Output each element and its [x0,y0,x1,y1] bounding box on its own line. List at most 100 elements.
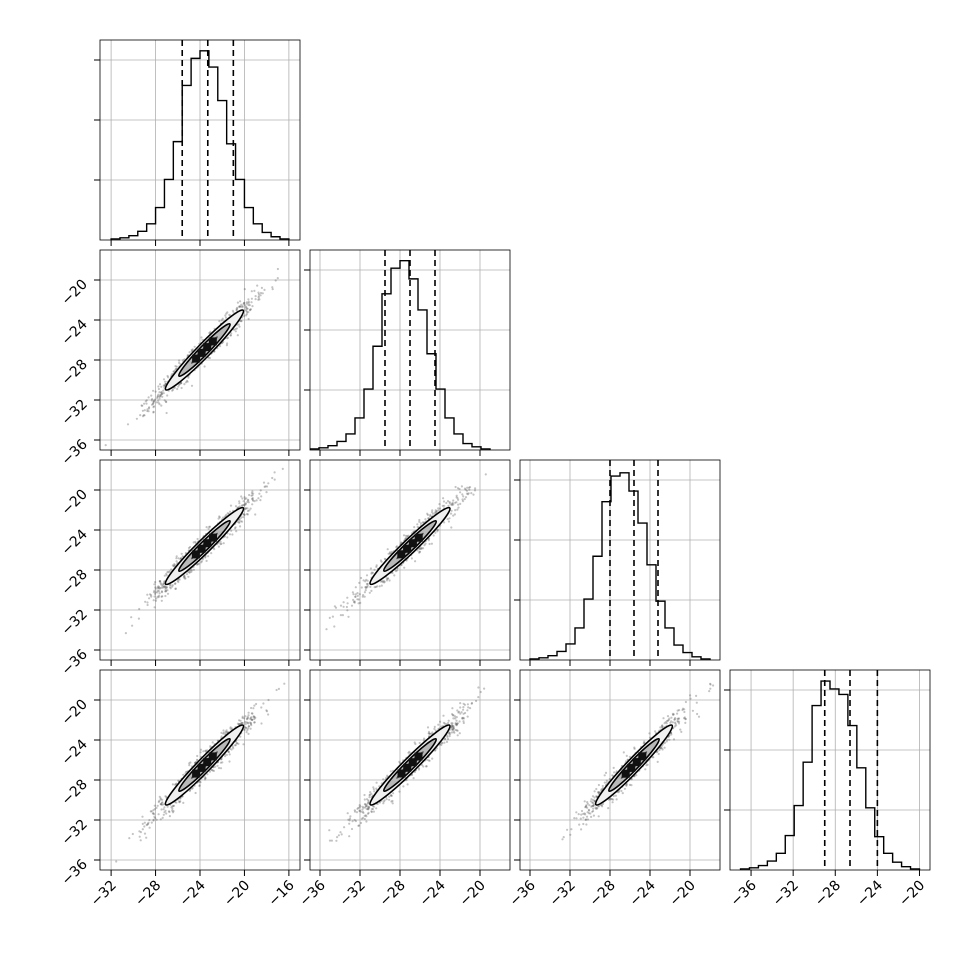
scatter-point [668,738,671,741]
scatter-point [602,802,605,806]
scatter-point [223,731,226,734]
scatter-point [661,725,664,729]
scatter-point [159,798,162,801]
scatter-point [660,746,663,749]
scatter-point [158,586,161,589]
scatter-point [579,817,582,820]
scatter-point [161,395,164,398]
panel-content [100,670,300,870]
scatter-point [575,811,578,814]
scatter-point [143,409,146,412]
scatter-point [148,819,151,822]
scatter-point [189,545,192,549]
histogram-step [739,680,921,870]
scatter-point [164,586,167,589]
scatter-point [365,804,368,808]
scatter-point [141,409,144,412]
scatter-point [444,737,447,740]
scatter-point [246,715,249,719]
scatter-point [592,804,595,808]
scatter-point [246,717,249,720]
scatter-point [615,770,618,773]
scatter-point [157,596,160,599]
scatter-point [172,804,175,808]
scatter-point [390,794,393,798]
scatter-point [161,816,164,820]
scatter-point [600,789,603,792]
scatter-point [254,295,257,298]
scatter-point [366,805,369,808]
scatter-point [391,799,394,803]
scatter-point [603,781,606,784]
scatter-point [666,738,669,741]
scatter-point [356,598,359,601]
scatter-point [350,604,354,607]
scatter-point [237,323,240,326]
scatter-point [177,385,180,388]
scatter-point [152,389,155,392]
scatter-point [160,591,164,594]
scatter-point [249,308,252,311]
scatter-point [248,493,251,497]
scatter-point [676,720,679,723]
scatter-point [343,826,346,829]
scatter-point [156,587,160,590]
scatter-point [160,801,163,804]
scatter-point [367,802,370,805]
scatter-point [443,722,446,725]
scatter-point [362,806,365,809]
scatter-point [628,755,632,759]
scatter-point [188,762,191,765]
scatter-point [250,297,253,300]
scatter-point [164,588,167,591]
scatter-point [455,724,458,727]
scatter-point [199,748,203,751]
scatter-point [204,749,207,752]
scatter-point [171,564,174,567]
scatter-point [459,702,462,705]
scatter-point [186,354,189,357]
scatter-point [243,301,246,304]
scatter-point [678,709,681,712]
scatter-point [203,365,206,368]
scatter-point [593,799,596,803]
scatter-point [371,805,374,808]
scatter-point [204,556,207,559]
x-tick-label: −36 [728,877,760,909]
scatter-point [162,389,165,392]
scatter-point [373,568,376,571]
scatter-point [249,718,252,721]
scatter-point [355,811,359,814]
scatter-point [160,808,163,811]
scatter-point [274,279,277,282]
scatter-point [171,388,175,391]
scatter-point [578,823,581,826]
scatter-point [472,493,475,496]
scatter-point [445,740,449,744]
scatter-point [625,784,628,787]
scatter-point [583,800,586,803]
scatter-point [245,731,248,734]
scatter-point [228,533,232,536]
scatter-point [437,509,440,512]
scatter-point [451,728,455,731]
scatter-point [210,552,213,555]
scatter-point [247,498,250,501]
scatter-point [684,700,688,704]
scatter-point [651,756,654,759]
scatter-point [448,735,451,738]
scatter-point [451,713,454,716]
scatter-point [153,815,156,819]
scatter-point [241,306,244,309]
scatter-point [390,800,393,803]
scatter-point [221,761,224,764]
scatter-point [364,806,367,809]
scatter-point [200,560,203,563]
scatter-point [161,583,164,587]
scatter-point [440,725,443,728]
scatter-point [603,774,606,777]
scatter-point [163,384,166,387]
scatter-point [452,725,455,728]
scatter-point [359,821,363,825]
scatter-point [218,515,221,518]
